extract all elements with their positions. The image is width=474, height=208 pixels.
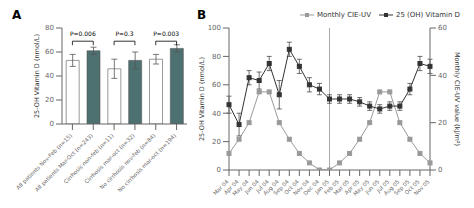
- svg-text:20: 20: [45, 96, 54, 104]
- svg-text:25-OH Vitamin D (nmol/L): 25-OH Vitamin D (nmol/L): [33, 34, 41, 118]
- svg-text:Mar 04: Mar 04: [211, 178, 230, 197]
- svg-text:P=0.006: P=0.006: [70, 30, 96, 37]
- svg-text:0: 0: [50, 120, 54, 128]
- svg-text:May 05: May 05: [351, 178, 371, 197]
- svg-text:Jan 05: Jan 05: [313, 178, 331, 195]
- svg-text:P=0.003: P=0.003: [153, 30, 179, 37]
- svg-text:No cirrhosis mar-oct (n=194): No cirrhosis mar-oct (n=194): [117, 132, 178, 193]
- svg-text:All patients Nov-Feb (n=15): All patients Nov-Feb (n=15): [15, 132, 74, 191]
- html-text:A: A: [12, 8, 22, 22]
- svg-text:Nov 05: Nov 05: [413, 178, 431, 196]
- svg-text:Cirrhosis mar-oct (n=32): Cirrhosis mar-oct (n=32): [83, 132, 136, 185]
- svg-text:P=0.3: P=0.3: [115, 30, 133, 37]
- html-text:25 (OH) Vitamin D: 25 (OH) Vitamin D: [396, 11, 460, 19]
- svg-text:Jun 04: Jun 04: [243, 178, 260, 195]
- svg-text:Feb 05: Feb 05: [322, 178, 341, 196]
- svg-text:Jun 05: Jun 05: [364, 178, 381, 195]
- svg-text:60: 60: [438, 24, 447, 32]
- html-text:B: B: [197, 8, 207, 22]
- svg-text:Monthly CIE-UV value (kJ/m²): Monthly CIE-UV value (kJ/m²): [453, 52, 461, 146]
- svg-text:20: 20: [438, 119, 447, 127]
- svg-text:Sep 04: Sep 04: [272, 178, 290, 197]
- svg-text:60: 60: [212, 81, 221, 89]
- svg-text:0: 0: [217, 166, 221, 174]
- svg-text:Oct 04: Oct 04: [282, 178, 301, 196]
- svg-text:Jul 05: Jul 05: [375, 178, 391, 194]
- svg-text:Dec 04: Dec 04: [302, 178, 321, 197]
- svg-text:Jul 04: Jul 04: [254, 178, 270, 194]
- svg-text:Mar 05: Mar 05: [332, 178, 351, 197]
- svg-text:25-OH Vitamin D (nmol/L): 25-OH Vitamin D (nmol/L): [198, 57, 206, 141]
- html-text:Monthly CIE-UV: Monthly CIE-UV: [316, 11, 371, 19]
- svg-text:Apr 05: Apr 05: [343, 178, 361, 196]
- svg-text:40: 40: [45, 72, 54, 80]
- svg-text:60: 60: [45, 48, 54, 56]
- svg-text:Oct 05: Oct 05: [403, 178, 421, 196]
- svg-text:Sep 05: Sep 05: [392, 178, 411, 197]
- svg-text:20: 20: [212, 138, 221, 146]
- svg-text:80: 80: [45, 24, 54, 32]
- svg-text:Cirrhosis non-feb (n=11): Cirrhosis non-feb (n=11): [62, 132, 115, 185]
- svg-text:Aug 05: Aug 05: [382, 178, 401, 197]
- svg-text:No cirrhosis nov-feb (n=84): No cirrhosis nov-feb (n=84): [98, 132, 157, 191]
- svg-text:80: 80: [212, 53, 221, 61]
- svg-text:May 04: May 04: [231, 178, 250, 197]
- svg-text:0: 0: [438, 166, 442, 174]
- svg-text:40: 40: [212, 110, 221, 118]
- svg-text:Apr 04: Apr 04: [222, 178, 240, 196]
- svg-text:All patients Mar-Oct (n=243): All patients Mar-Oct (n=243): [33, 132, 94, 193]
- svg-text:Aug 04: Aug 04: [261, 178, 280, 197]
- svg-text:100: 100: [208, 24, 221, 32]
- svg-text:Nov 04: Nov 04: [292, 178, 311, 197]
- svg-text:40: 40: [438, 72, 447, 80]
